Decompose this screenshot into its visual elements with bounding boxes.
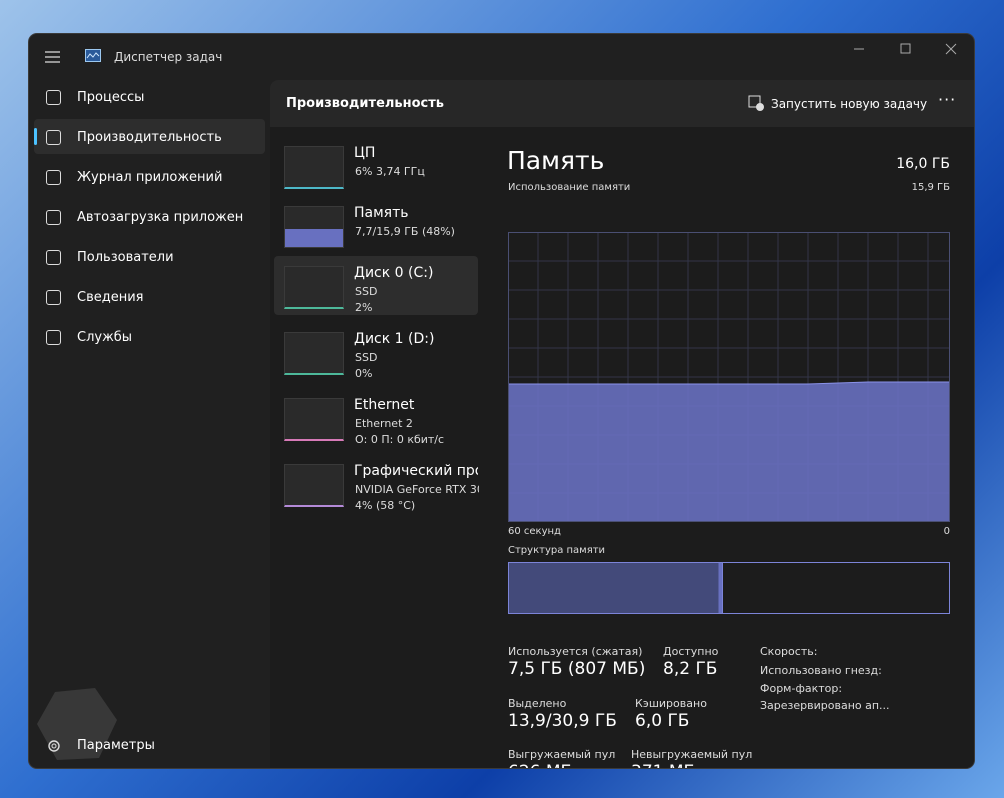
nav-item[interactable]: Автозагрузка приложений [77,210,243,225]
stat-value: 8,2 ГБ [663,659,718,679]
total: 16,0 ГБ [896,156,950,172]
device-thumb [284,206,344,248]
info-label: Скорость: [760,645,818,658]
usage-label: Использование памяти [508,182,631,193]
info-label: Форм-фактор: [760,682,843,695]
device-info: SSD [355,285,378,298]
structure-label: Структура памяти [508,545,606,556]
device-name[interactable]: ЦП [354,145,376,161]
stat-value: 13,9/30,9 ГБ [508,711,617,731]
main-panel: Производительность Запустить новую задач… [270,80,974,768]
nav-icon [46,330,61,345]
stat-label: Доступно [663,645,719,658]
stat-value: 371 МБ [631,762,695,768]
menu-icon[interactable] [45,50,61,64]
device-name[interactable]: Диск 0 (C:) [354,265,434,281]
stat-label: Невыгружаемый пул [631,748,753,761]
nav-icon [46,210,61,225]
new-task[interactable]: Запустить новую задачу [771,97,928,111]
nav-item[interactable]: Службы [77,330,133,345]
nav-icon [46,90,61,105]
stat-value: 6,0 ГБ [635,711,690,731]
header: Производительность Запустить новую задач… [270,80,974,127]
usage-max: 15,9 ГБ [911,182,950,193]
more[interactable]: ··· [938,90,957,109]
device-info: 6% 3,74 ГГц [355,165,425,178]
device-info: Ethernet 2 [355,417,413,430]
nav-icon [46,170,61,185]
time-right: 0 [943,526,950,537]
device-info: 0% [355,367,373,380]
device-info: SSD [355,351,378,364]
time-left: 60 секунд [508,526,561,537]
device-name[interactable]: Диск 1 (D:) [354,331,435,347]
nav-indicator [34,128,37,145]
nav-item[interactable]: Процессы [77,90,145,105]
nav-icon [46,250,61,265]
stat-label: Выделено [508,697,567,710]
device-info: 2% [355,301,373,314]
window-controls[interactable] [849,42,969,56]
window: Диспетчер задач Процессы Производительнос… [29,34,974,768]
stat-label: Выгружаемый пул [508,748,616,761]
device-info: 7,7/15,9 ГБ (48%) [355,225,455,238]
device-thumb [284,266,344,309]
device-thumb [284,398,344,441]
device-thumb [284,332,344,375]
device-thumb [284,464,344,507]
device-name[interactable]: Графический про [354,463,478,479]
device-name[interactable]: Ethernet [354,397,415,413]
device-info: 4% (58 °C) [355,499,416,512]
memory-graph [508,232,950,522]
stat-value: 7,5 ГБ (807 МБ) [508,659,646,679]
new-task-icon [748,95,764,111]
info-label: Использовано гнезд: [760,664,882,677]
page-title: Производительность [286,96,445,111]
settings[interactable]: Параметры [77,738,155,753]
nav-icon [46,290,61,305]
nav-item[interactable]: Производительность [77,130,222,145]
device-thumb [284,146,344,189]
stat-value: 626 МБ [508,762,572,768]
window-title: Диспетчер задач [114,50,223,64]
nav-item[interactable]: Пользователи [77,250,174,265]
device-info: NVIDIA GeForce RTX 306 [355,483,479,496]
device-info: О: 0 П: 0 кбит/с [355,433,445,446]
detail-title: Память [507,146,605,175]
info-label: Зарезервировано ап... [760,699,890,712]
nav-item[interactable]: Сведения [77,290,144,305]
stat-label: Используется (сжатая) [508,645,643,658]
nav-selected [34,119,265,154]
structure-bar [508,562,950,614]
stat-label: Кэшировано [635,697,707,710]
app-icon [85,49,101,62]
nav-icon [46,130,61,145]
device-name[interactable]: Память [354,205,409,221]
nav-item[interactable]: Журнал приложений [77,170,223,185]
settings-icon [48,740,60,752]
